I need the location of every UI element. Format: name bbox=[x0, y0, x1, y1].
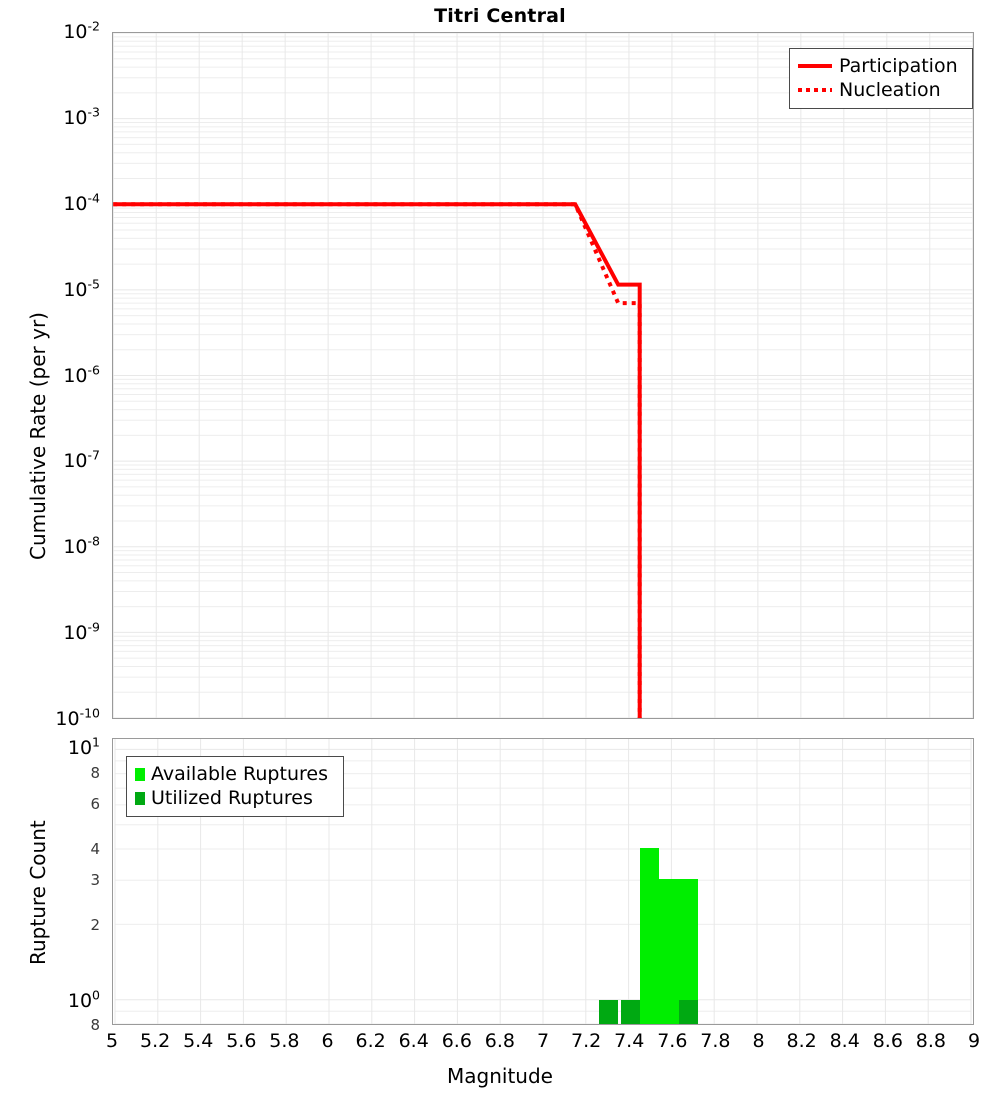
y-tick-top-3: 10-5 bbox=[63, 276, 100, 301]
y-axis-title-bottom: Rupture Count bbox=[26, 820, 50, 965]
y-tick-bottom-minor-2: 4 bbox=[90, 839, 100, 858]
bar-available-4 bbox=[678, 879, 699, 1024]
legend-item-available-ruptures[interactable]: Available Ruptures bbox=[135, 762, 335, 786]
x-tick-16: 8.2 bbox=[786, 1030, 817, 1052]
x-tick-17: 8.4 bbox=[829, 1030, 860, 1052]
x-tick-3: 5.6 bbox=[226, 1030, 257, 1052]
y-tick-top-7: 10-9 bbox=[63, 619, 100, 645]
x-tick-15: 8 bbox=[752, 1030, 765, 1052]
cumulative-rate-plot bbox=[112, 32, 974, 719]
x-tick-6: 6.2 bbox=[355, 1030, 386, 1052]
x-tick-19: 8.8 bbox=[915, 1030, 946, 1052]
y-tick-bottom-major-0: 101 bbox=[67, 735, 100, 760]
y-tick-bottom-minor-3: 3 bbox=[90, 871, 100, 890]
y-tick-top-0: 10-2 bbox=[63, 18, 100, 43]
utilized-color-swatch bbox=[135, 791, 145, 805]
legend-item-participation[interactable]: Participation bbox=[798, 54, 964, 78]
x-tick-11: 7.2 bbox=[570, 1030, 602, 1052]
x-tick-20: 9 bbox=[967, 1030, 981, 1052]
x-tick-4: 5.8 bbox=[269, 1030, 300, 1052]
legend-top: Participation Nucleation bbox=[789, 48, 973, 109]
legend-label-utilized: Utilized Ruptures bbox=[151, 787, 313, 809]
x-axis-title: Magnitude bbox=[447, 1064, 553, 1088]
bar-utilized-1 bbox=[620, 999, 640, 1024]
y-tick-top-4: 10-6 bbox=[63, 362, 100, 387]
y-tick-top-6: 10-8 bbox=[63, 533, 100, 559]
page-title: Titri Central bbox=[434, 5, 566, 27]
legend-label-nucleation: Nucleation bbox=[839, 79, 941, 101]
legend-bottom: Available Ruptures Utilized Ruptures bbox=[126, 756, 344, 817]
bar-available-2 bbox=[639, 847, 660, 1024]
y-axis-ticks-top: 10-2 10-3 10-4 10-5 10-6 10-7 10-8 10-9 10-10 bbox=[0, 20, 106, 730]
available-color-swatch bbox=[135, 767, 145, 781]
y-axis-title-top: Cumulative Rate (per yr) bbox=[26, 312, 50, 560]
bar-utilized-4 bbox=[678, 999, 699, 1024]
bar-utilized-0 bbox=[598, 999, 619, 1024]
bar-available-3 bbox=[659, 879, 679, 1024]
solid-line-icon bbox=[798, 59, 832, 73]
x-tick-1: 5.2 bbox=[139, 1030, 171, 1052]
x-tick-2: 5.4 bbox=[183, 1030, 214, 1052]
x-tick-5: 6 bbox=[321, 1030, 334, 1052]
y-tick-bottom-minor-0: 8 bbox=[90, 763, 100, 782]
y-tick-bottom-minor-5: 8 bbox=[90, 1016, 100, 1034]
legend-label-available: Available Ruptures bbox=[151, 763, 328, 785]
y-tick-top-1: 10-3 bbox=[63, 104, 100, 129]
y-tick-top-5: 10-7 bbox=[63, 448, 100, 473]
x-tick-14: 7.8 bbox=[700, 1030, 731, 1052]
x-tick-8: 6.6 bbox=[441, 1030, 472, 1052]
legend-item-nucleation[interactable]: Nucleation bbox=[798, 78, 964, 102]
x-tick-10: 7 bbox=[536, 1030, 550, 1052]
legend-label-participation: Participation bbox=[839, 55, 958, 77]
rate-curves bbox=[113, 202, 642, 718]
y-axis-ticks-bottom: 101 100 8 6 4 3 2 8 bbox=[0, 735, 106, 1034]
dotted-line-icon bbox=[798, 83, 832, 97]
legend-item-utilized-ruptures[interactable]: Utilized Ruptures bbox=[135, 786, 335, 810]
y-tick-bottom-minor-4: 2 bbox=[90, 915, 100, 934]
y-tick-bottom-major-1: 100 bbox=[67, 987, 100, 1012]
bar-series bbox=[113, 739, 973, 1024]
y-tick-top-2: 10-4 bbox=[63, 190, 100, 215]
x-tick-0: 5 bbox=[105, 1030, 119, 1052]
x-tick-9: 6.8 bbox=[484, 1030, 515, 1052]
x-tick-7: 6.4 bbox=[398, 1030, 429, 1052]
x-tick-13: 7.6 bbox=[657, 1030, 688, 1052]
x-tick-12: 7.4 bbox=[614, 1030, 645, 1052]
y-tick-bottom-minor-1: 6 bbox=[90, 795, 100, 814]
x-tick-18: 8.6 bbox=[872, 1030, 903, 1052]
x-axis-ticks: 5 5.2 5.4 5.6 5.8 6 6.2 6.4 6.6 6.8 7 7.2 7.4 7.6 7.8 8… bbox=[106, 1030, 980, 1056]
y-tick-top-8: 10-10 bbox=[55, 705, 100, 730]
